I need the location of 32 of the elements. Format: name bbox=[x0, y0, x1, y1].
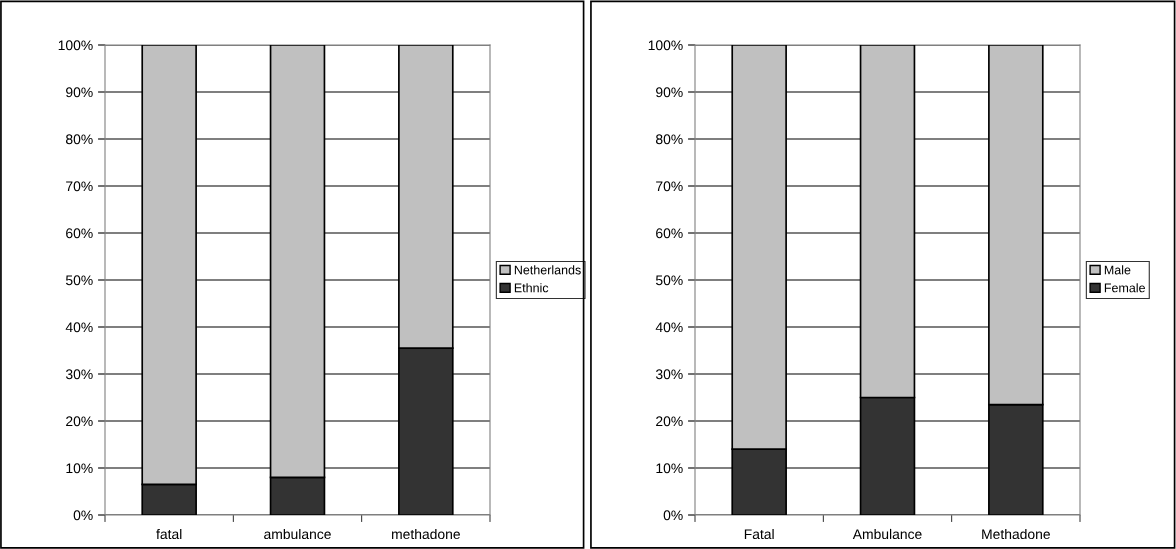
y-tick-label: 80% bbox=[66, 134, 93, 145]
y-tick-label: 100% bbox=[648, 40, 683, 51]
y-tick-label: 40% bbox=[65, 322, 93, 333]
y-tick-label: 80% bbox=[656, 134, 683, 145]
y-tick-label: 100% bbox=[58, 40, 93, 51]
x-tick-label: ambulance bbox=[264, 528, 331, 540]
x-tick-label: Methadone bbox=[982, 528, 1050, 540]
y-tick-label: 30% bbox=[655, 369, 683, 380]
y-tick-label: 20% bbox=[66, 416, 93, 427]
y-tick-label: 60% bbox=[656, 228, 683, 239]
legend-label: Male bbox=[1104, 265, 1131, 275]
y-tick-label: 10% bbox=[66, 463, 93, 474]
y-tick-label: 70% bbox=[66, 181, 93, 192]
y-tick-label: 70% bbox=[656, 181, 683, 192]
y-tick-label: 60% bbox=[66, 228, 93, 239]
y-tick-label: 50% bbox=[655, 275, 683, 286]
x-tick-label: fatal bbox=[156, 528, 182, 540]
y-tick-label: 0% bbox=[663, 510, 683, 521]
y-tick-label: 0% bbox=[73, 510, 93, 521]
legend-label: Ethnic bbox=[514, 283, 549, 293]
y-tick-label: 90% bbox=[66, 87, 93, 98]
y-tick-label: 20% bbox=[656, 416, 683, 427]
legend-label: Female bbox=[1104, 283, 1145, 293]
y-tick-label: 90% bbox=[656, 87, 683, 98]
y-tick-label: 50% bbox=[65, 275, 93, 286]
y-tick-label: 30% bbox=[65, 369, 93, 380]
x-tick-label: methadone bbox=[392, 528, 460, 540]
y-tick-label: 40% bbox=[655, 322, 683, 333]
y-tick-label: 10% bbox=[656, 463, 683, 474]
legend-label: Netherlands bbox=[514, 265, 581, 275]
x-tick-label: Ambulance bbox=[852, 528, 922, 540]
x-tick-label: Fatal bbox=[744, 528, 774, 540]
